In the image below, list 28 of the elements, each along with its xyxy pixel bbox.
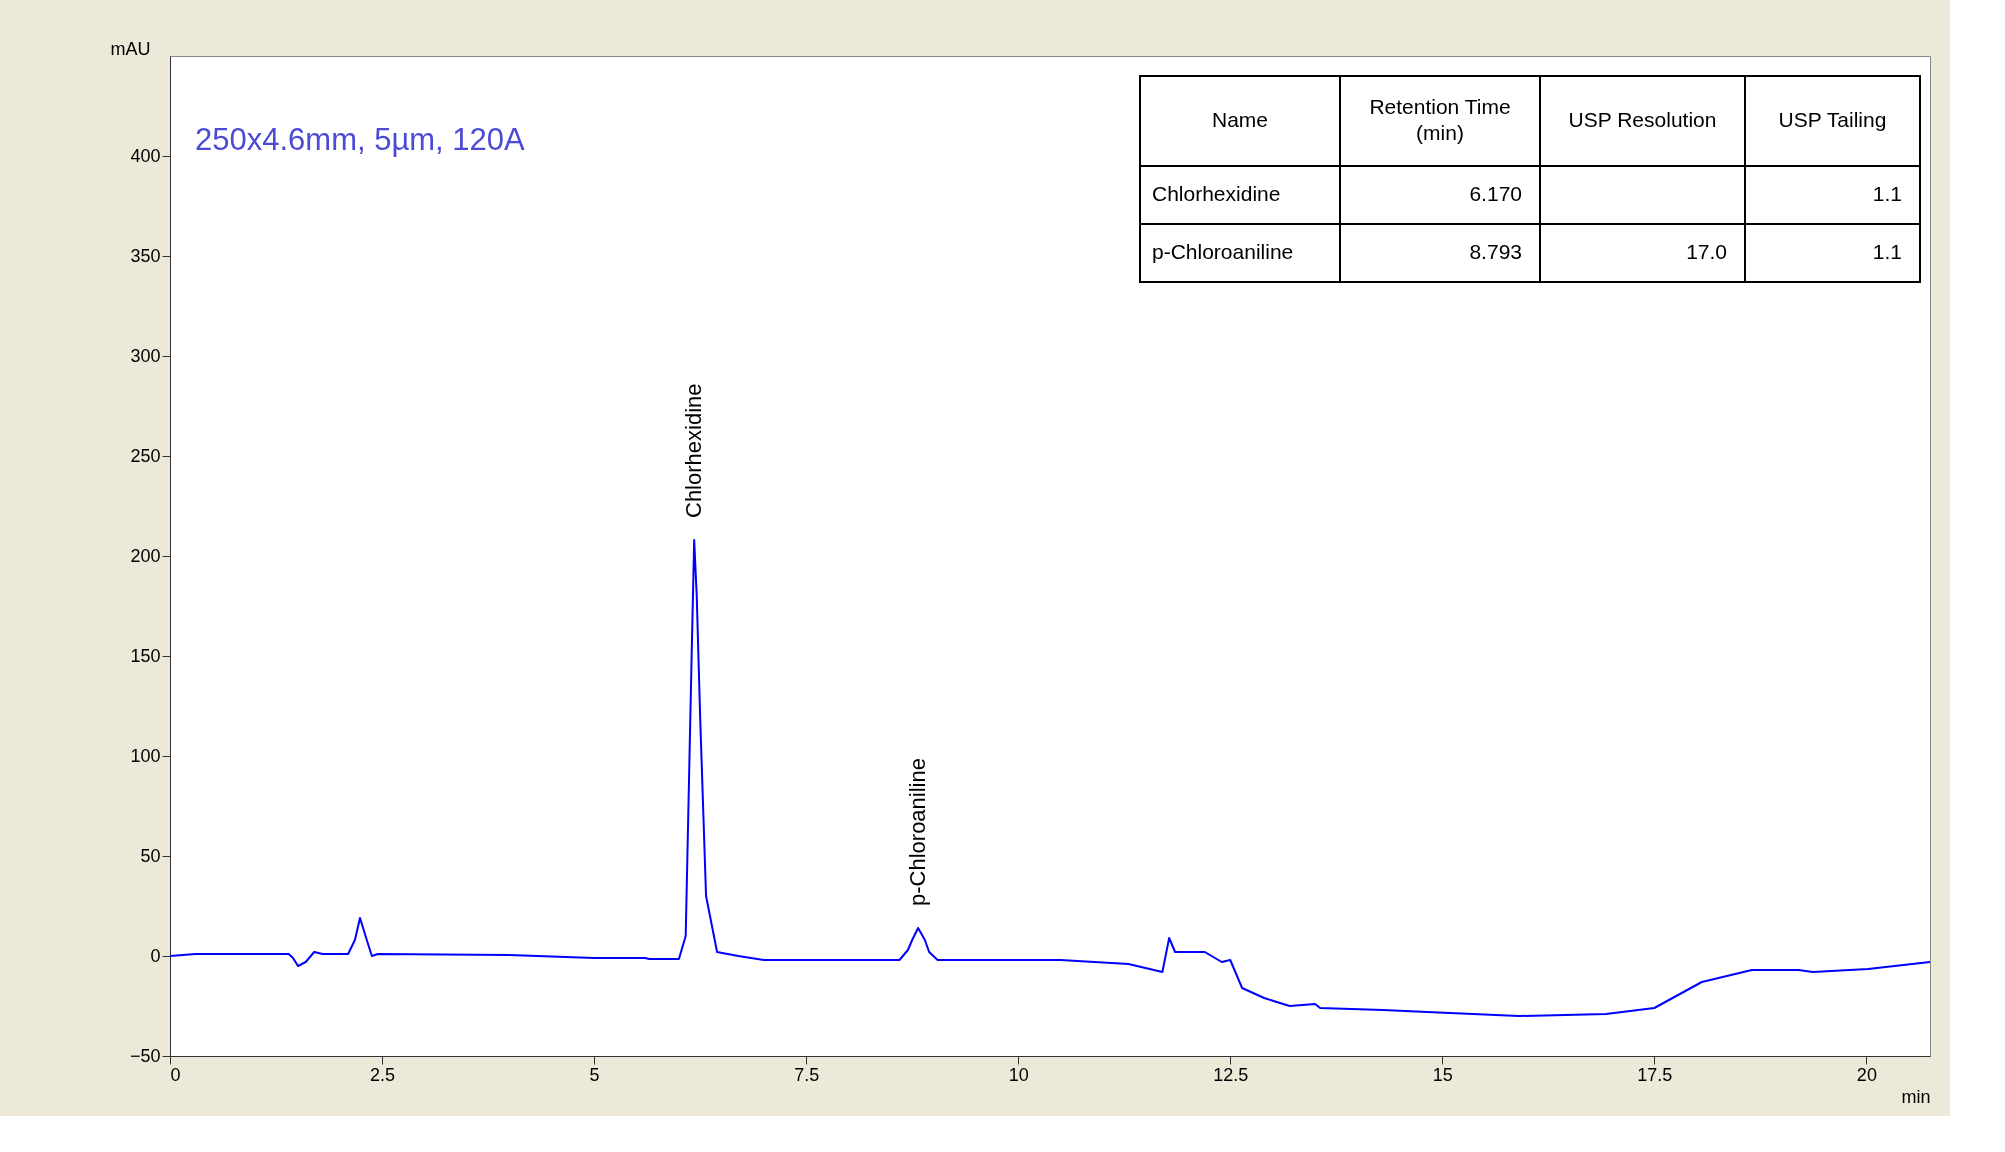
x-tick-label: 2.5 bbox=[370, 1064, 396, 1085]
text: p-Chloroaniline 8.793 17.0 1.1 bbox=[1152, 240, 1902, 263]
x-axis-title: min bbox=[1901, 1086, 1931, 1107]
y-tick-label: 400 bbox=[130, 145, 161, 166]
annotation: Chlorhexidine bbox=[681, 383, 707, 518]
text: Name Retention Time (min) USP Resolution USP Tailing bbox=[1211, 95, 1887, 144]
y-tick-label: 0 bbox=[150, 945, 161, 966]
x-tick-label: 12.5 bbox=[1213, 1064, 1249, 1085]
text: Chlorhexidine 6.170 1.1 bbox=[1152, 182, 1902, 205]
x-tick-label: 20 bbox=[1856, 1064, 1877, 1085]
text: 250x4.6mm, 5µm, 120A bbox=[195, 122, 526, 157]
x-tick-label: 10 bbox=[1008, 1064, 1029, 1085]
x-tick-label: 17.5 bbox=[1637, 1064, 1673, 1085]
y-tick-label: 200 bbox=[130, 545, 161, 566]
annotation: p-Chloroaniline bbox=[905, 758, 931, 906]
x-tick-label: 7.5 bbox=[794, 1064, 820, 1085]
line-series bbox=[170, 539, 1930, 1017]
y-tick-label: 300 bbox=[130, 345, 161, 366]
y-tick-label: 150 bbox=[130, 645, 161, 666]
y-tick-label: 100 bbox=[130, 745, 161, 766]
y-tick-label: 350 bbox=[130, 245, 161, 266]
y-tick-label: −50 bbox=[129, 1045, 161, 1066]
x-tick-label: 15 bbox=[1432, 1064, 1453, 1085]
y-tick-label: 50 bbox=[140, 845, 161, 866]
y-axis-title: mAU bbox=[110, 38, 151, 59]
x-tick-label: 5 bbox=[589, 1064, 600, 1085]
y-tick-label: 250 bbox=[130, 445, 161, 466]
x-tick-label: 0 bbox=[170, 1064, 181, 1085]
